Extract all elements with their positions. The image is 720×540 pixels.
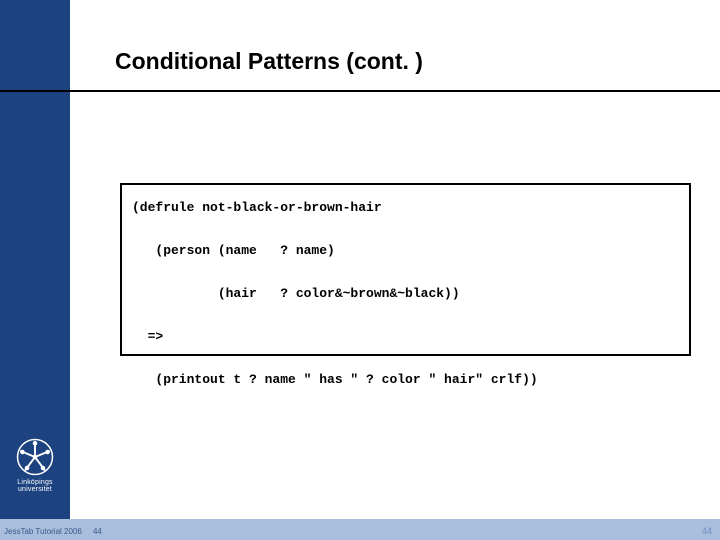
footer-page-left: 44 (93, 527, 102, 536)
seal-icon (16, 438, 54, 476)
title-underline (0, 90, 720, 92)
university-name: Linköpings universitet (10, 479, 60, 493)
footer-bar (0, 519, 720, 540)
code-block-frame: (defrule not-black-or-brown-hair (person… (120, 183, 691, 356)
footer-left-text: JessTab Tutorial 2006 44 (4, 527, 102, 536)
slide: Conditional Patterns (cont. ) (defrule n… (0, 0, 720, 540)
footer-page-right: 44 (702, 526, 712, 536)
code-block: (defrule not-black-or-brown-hair (person… (132, 197, 679, 390)
university-logo-block: Linköpings universitet (10, 438, 60, 493)
footer-tutorial-label: JessTab Tutorial 2006 (4, 527, 82, 536)
slide-title: Conditional Patterns (cont. ) (115, 48, 423, 75)
